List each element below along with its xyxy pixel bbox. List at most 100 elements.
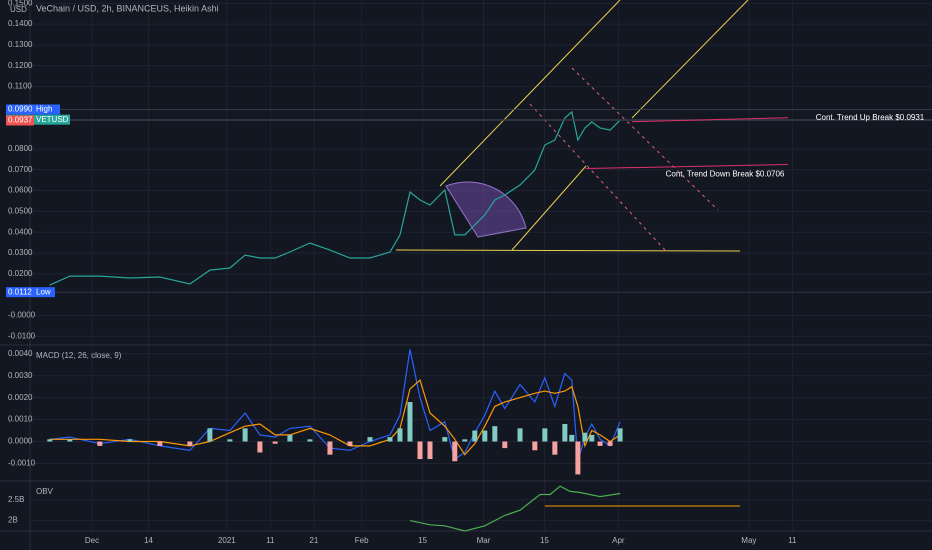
price-tag [6, 287, 34, 298]
x-tick-label: 2021 [218, 536, 236, 545]
histogram-bar [517, 428, 523, 442]
y-tick-label: 0.1200 [8, 61, 33, 70]
x-tick-label: Mar [477, 536, 491, 545]
grid [30, 0, 932, 531]
histogram-bar [417, 441, 423, 460]
x-tick-label: 15 [418, 536, 427, 545]
axis-unit: USD [10, 5, 27, 14]
y-tick-label: 0.0600 [8, 186, 33, 195]
annotation: Cont. Trend Up Break $0.0931 [816, 113, 925, 122]
histogram-bar [367, 437, 373, 442]
series-line [409, 485, 621, 532]
annotation: Cont. Trend Down Break $0.0706 [666, 170, 785, 179]
break-line [631, 117, 789, 123]
y-tick-label: 2B [8, 516, 18, 525]
histogram-bar [127, 439, 133, 442]
y-tick-label: 0.1300 [8, 40, 33, 49]
y-tick-label: 0.0010 [8, 415, 33, 424]
price-tag-name: VETUSD [36, 115, 69, 124]
series-line [49, 110, 621, 286]
y-tick-label: 0.0020 [8, 393, 33, 402]
break-line [585, 164, 789, 170]
histogram-bar [387, 437, 393, 442]
y-tick-label: 0.0000 [8, 437, 33, 446]
y-tick-label: 0.0700 [8, 165, 33, 174]
y-tick-label: -0.0000 [8, 311, 36, 320]
series-line [49, 379, 621, 456]
histogram-bar [589, 434, 595, 442]
y-tick-label: 0.1500 [8, 0, 33, 7]
price-tag [6, 115, 34, 126]
price-tag-value: 0.0937 [8, 116, 33, 125]
histogram-bar [492, 426, 498, 442]
dashed-line [529, 103, 666, 251]
y-tick-label: 0.1100 [8, 82, 32, 91]
histogram-bar [47, 439, 53, 442]
price-tag-name: High [36, 105, 52, 114]
histogram-bar [582, 432, 588, 442]
price-tag-name-bg [34, 287, 55, 298]
x-tick-label: 21 [309, 536, 318, 545]
histogram-bar [607, 441, 613, 446]
histogram-bar [562, 423, 568, 442]
x-tick-label: 15 [540, 536, 549, 545]
histogram-bar [542, 428, 548, 442]
histogram-bar [472, 430, 478, 442]
arc-shape [445, 181, 527, 238]
labels: VeChain / USD, 2h, BINANCEUS, Heikin Ash… [6, 0, 925, 545]
histogram-bar [569, 434, 575, 442]
histogram-bar [532, 441, 538, 451]
pane-title: OBV [36, 487, 54, 496]
price-tag-name-bg [34, 114, 70, 125]
y-tick-label: 0.0300 [8, 248, 33, 257]
series-line [49, 349, 621, 462]
channel-line [511, 165, 587, 251]
price-tag [6, 104, 34, 115]
y-tick-label: 0.0500 [8, 207, 33, 216]
histogram-bar [407, 402, 413, 442]
y-tick-label: 0.0040 [8, 349, 33, 358]
y-tick-label: 0.0800 [8, 144, 33, 153]
x-tick-label: Dec [85, 536, 99, 545]
y-tick-label: 0.0400 [8, 227, 33, 236]
y-tick-label: -0.0010 [8, 459, 36, 468]
histogram-bar [552, 441, 558, 455]
price-tag-value: 0.0112 [8, 287, 32, 296]
histogram-bar [482, 430, 488, 442]
channel-line [439, 0, 621, 187]
histogram-bar [462, 439, 468, 442]
histogram-bar [242, 428, 248, 442]
y-tick-label: 0.1400 [8, 19, 33, 28]
x-tick-label: 14 [144, 536, 153, 545]
histogram-bar [452, 441, 458, 462]
channel-line [631, 0, 749, 119]
support-line [395, 249, 741, 252]
y-tick-label: -0.0100 [8, 331, 36, 340]
histogram-bar [617, 428, 623, 442]
x-tick-label: 11 [788, 536, 797, 545]
y-tick-label: 0.0200 [8, 269, 33, 278]
y-tick-label: 0.0030 [8, 371, 33, 380]
x-tick-label: Apr [612, 536, 625, 545]
histogram-bar [347, 441, 353, 446]
histogram-bar [442, 437, 448, 442]
y-tick-label: 2.5B [8, 495, 24, 504]
marks [30, 109, 932, 532]
price-tag-name: Low [36, 287, 51, 296]
histogram-bar [575, 441, 581, 475]
dashed-line [571, 67, 719, 211]
histogram-bar [207, 428, 213, 442]
histogram-bar [257, 441, 263, 453]
histogram-bar [597, 441, 603, 446]
histogram-bar [227, 439, 233, 442]
histogram-bar [287, 434, 293, 442]
histogram-bar [307, 439, 313, 442]
histogram-bar [397, 428, 403, 442]
histogram-bar [187, 441, 193, 446]
x-tick-label: Feb [355, 536, 369, 545]
x-tick-label: 11 [266, 536, 275, 545]
histogram-bar [427, 441, 433, 460]
histogram-bar [157, 441, 163, 446]
